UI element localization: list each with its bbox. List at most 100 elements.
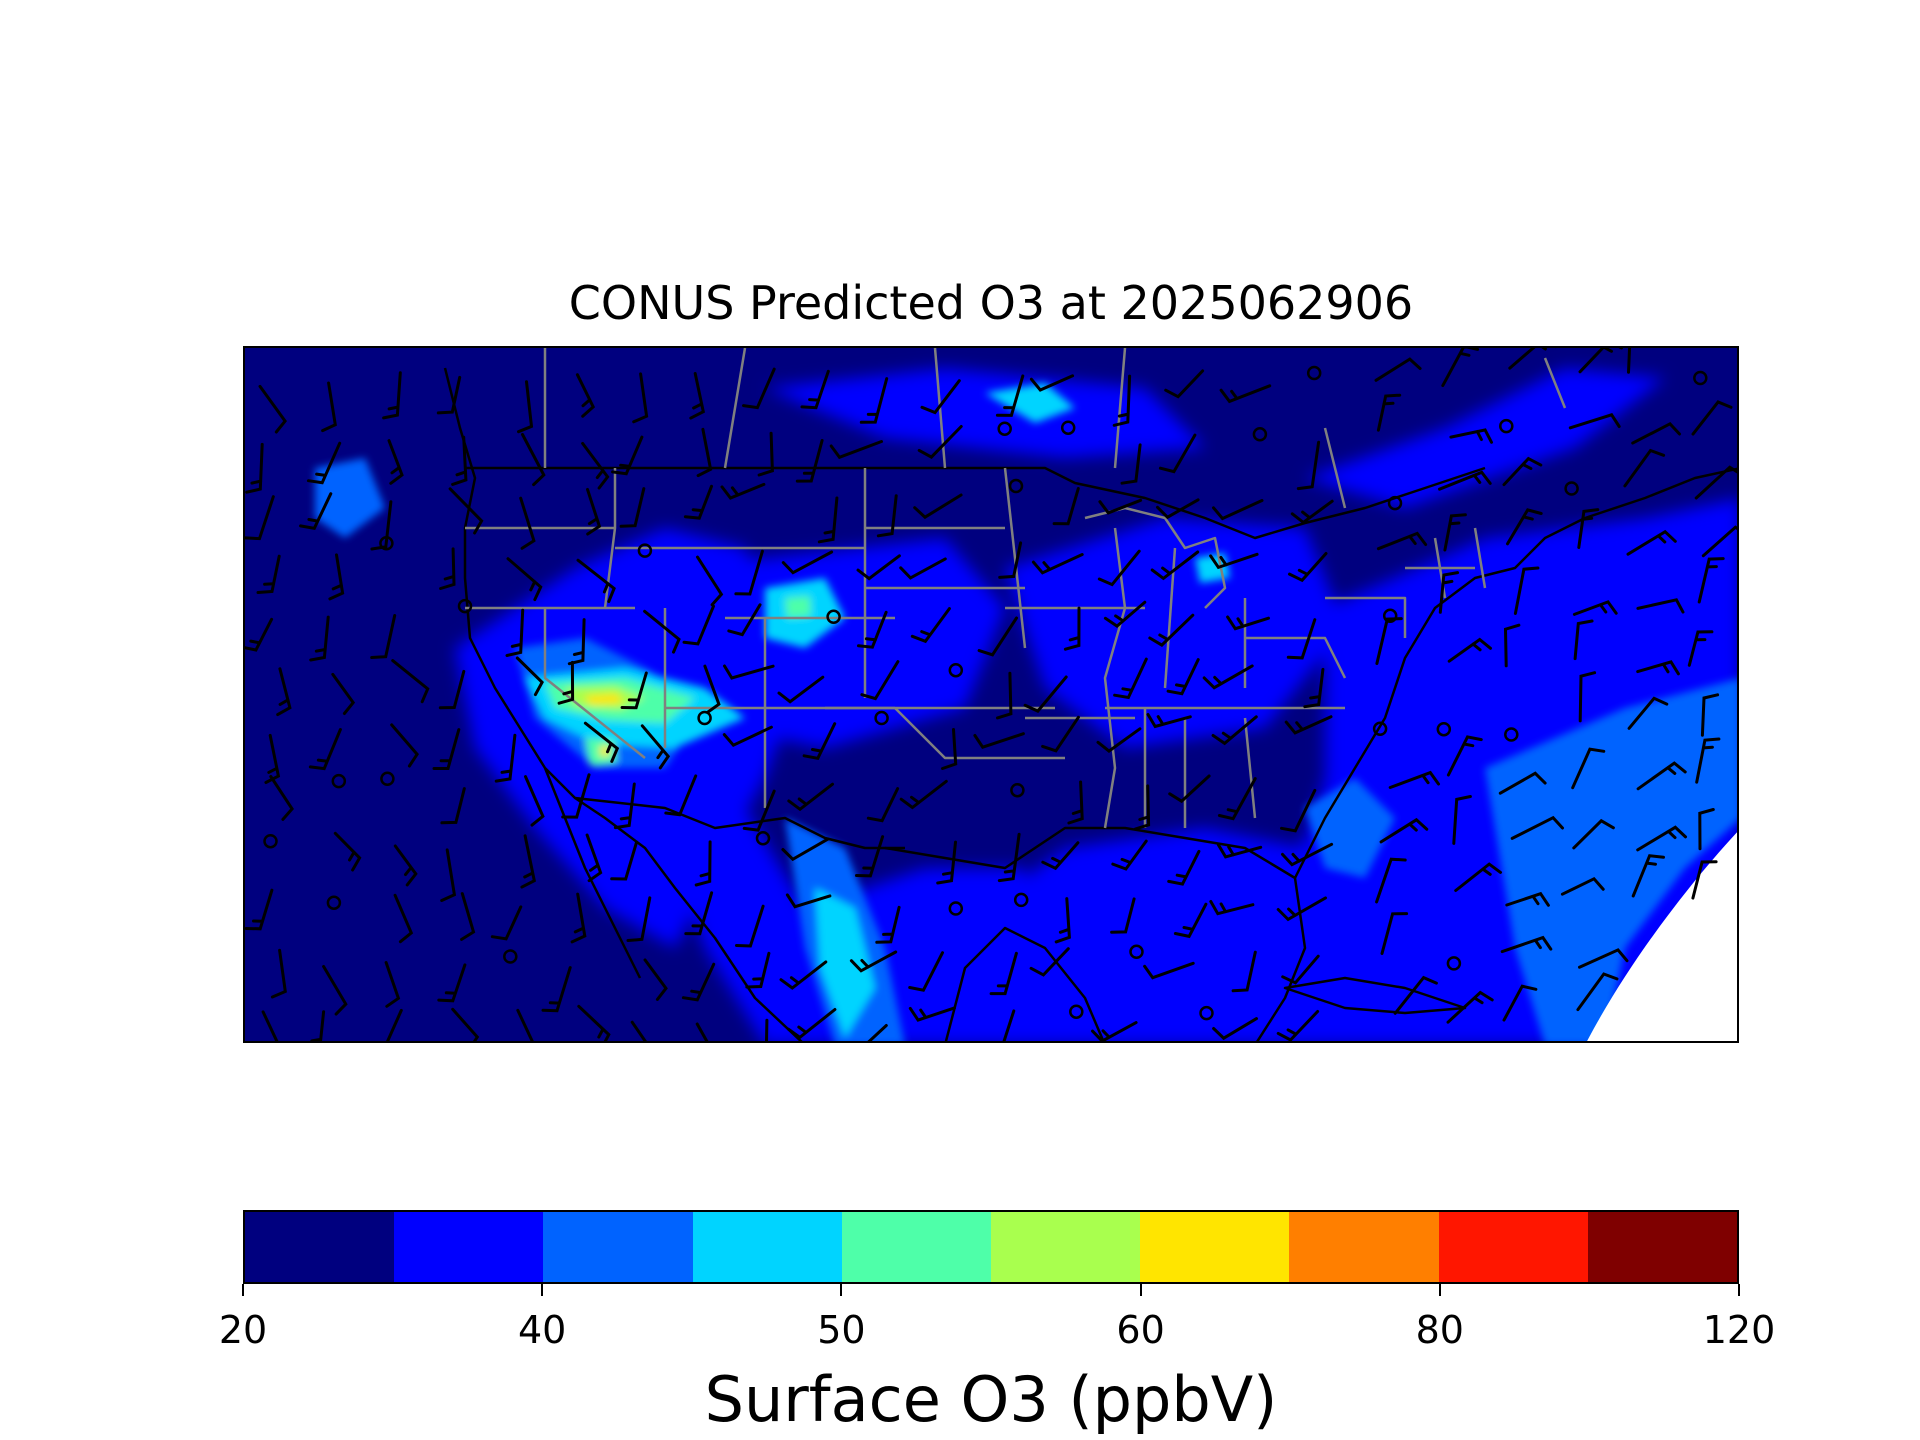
wind-barb xyxy=(494,733,517,783)
wind-barb xyxy=(849,950,898,973)
wind-barb xyxy=(683,484,713,520)
wind-barb xyxy=(1446,990,1494,1024)
wind-barb xyxy=(908,951,944,992)
wind-barb xyxy=(936,840,957,885)
wind-barb xyxy=(867,1024,888,1041)
east-coastline xyxy=(1293,467,1737,879)
colorbar-tick-label: 50 xyxy=(817,1308,866,1352)
wind-barb xyxy=(490,905,523,941)
wind-barb xyxy=(1697,557,1725,604)
wind-barb xyxy=(451,435,468,486)
wind-barb xyxy=(941,728,958,770)
wind-barb xyxy=(1636,660,1680,676)
state-border-southeast xyxy=(1143,708,1257,828)
wind-barb xyxy=(1041,841,1080,871)
wind-barb xyxy=(1576,972,1619,1012)
wind-barb xyxy=(1560,876,1605,896)
wind-barb xyxy=(1148,613,1195,647)
wind-barb xyxy=(1627,348,1632,374)
wind-barb xyxy=(1573,619,1594,661)
wind-barb xyxy=(1091,1021,1138,1041)
wind-barb xyxy=(1288,552,1328,583)
wind-barb xyxy=(855,835,885,878)
wind-barb xyxy=(997,832,1021,883)
wind-barb xyxy=(1173,902,1208,939)
wind-barb xyxy=(689,372,706,420)
wind-barb xyxy=(570,892,587,944)
wind-barb xyxy=(1694,465,1737,500)
wind-barb xyxy=(1691,400,1733,436)
wind-barb xyxy=(541,966,572,1013)
wind-barb xyxy=(619,487,646,528)
wind-barb xyxy=(1097,549,1141,587)
wind-barb xyxy=(1212,1017,1258,1041)
wind-barb xyxy=(1388,770,1440,789)
state-border-appalachia xyxy=(1245,596,1407,679)
wind-barb xyxy=(829,440,883,460)
gulf-coastline xyxy=(884,826,1307,1041)
colorbar-bin xyxy=(1289,1212,1439,1282)
wind-barb xyxy=(1631,854,1665,898)
calm-wind-circle xyxy=(1013,892,1029,908)
wind-barb xyxy=(626,896,652,942)
ozone-region-canada-cyan xyxy=(985,383,1075,423)
wind-barb xyxy=(1286,618,1317,660)
wind-barb xyxy=(1281,842,1334,867)
state-border-nv xyxy=(543,608,646,759)
wind-barb xyxy=(1168,774,1211,804)
wind-barb xyxy=(328,553,345,601)
colorbar-tick xyxy=(541,1284,544,1296)
wind-barb xyxy=(1376,531,1428,551)
colorbar-label: Surface O3 (ppbV) xyxy=(704,1363,1278,1436)
map-title: CONUS Predicted O3 at 2025062906 xyxy=(568,276,1414,330)
wind-barb xyxy=(1454,862,1502,892)
state-border-great-lakes xyxy=(1084,506,1227,609)
calm-wind-circle xyxy=(1252,427,1268,442)
wind-barb xyxy=(437,963,467,1003)
colorbar-bin xyxy=(245,1212,395,1282)
calm-wind-circle xyxy=(1564,481,1579,496)
colorbar-bin xyxy=(1438,1212,1588,1282)
wind-barb xyxy=(1067,780,1084,825)
wind-barb xyxy=(696,555,724,607)
wind-barb xyxy=(1063,606,1081,651)
wind-barb xyxy=(308,728,342,771)
wind-barb xyxy=(1502,456,1543,487)
wind-barb xyxy=(703,664,721,714)
wind-barb xyxy=(1023,675,1068,713)
wind-barb xyxy=(1502,984,1538,1022)
calm-wind-circle xyxy=(997,421,1012,436)
west-coastline xyxy=(443,367,803,1041)
wind-barb xyxy=(1438,470,1492,491)
wind-barb xyxy=(391,659,430,704)
wind-barb xyxy=(1577,508,1600,549)
colorbar-bin xyxy=(543,1212,693,1282)
wind-barb xyxy=(857,610,888,649)
wind-barb xyxy=(1143,961,1195,980)
wind-barb xyxy=(859,377,889,424)
wind-barb xyxy=(694,840,712,887)
wind-barb xyxy=(1375,617,1403,665)
wind-barb xyxy=(256,554,281,594)
wind-barb xyxy=(1276,1010,1320,1041)
wind-barb xyxy=(856,554,901,581)
wind-barb xyxy=(632,372,649,424)
wind-barb xyxy=(1029,374,1075,392)
wind-barb xyxy=(505,608,525,657)
wind-barb xyxy=(787,782,834,812)
wind-barb xyxy=(817,496,839,544)
wind-barb xyxy=(390,723,419,768)
wind-barb xyxy=(575,373,596,418)
wind-barb xyxy=(1096,727,1142,753)
wind-barb xyxy=(586,487,602,536)
wind-barb xyxy=(995,374,1025,417)
wind-barb xyxy=(1506,508,1543,546)
wind-barb xyxy=(384,961,401,1008)
wind-barb xyxy=(1626,529,1677,556)
wind-barb xyxy=(1303,667,1325,709)
wind-barb xyxy=(506,557,543,602)
map-panel xyxy=(243,346,1739,1043)
colorbar-bin xyxy=(692,1212,842,1282)
wind-barb xyxy=(1217,777,1257,821)
wind-barb xyxy=(684,891,714,936)
